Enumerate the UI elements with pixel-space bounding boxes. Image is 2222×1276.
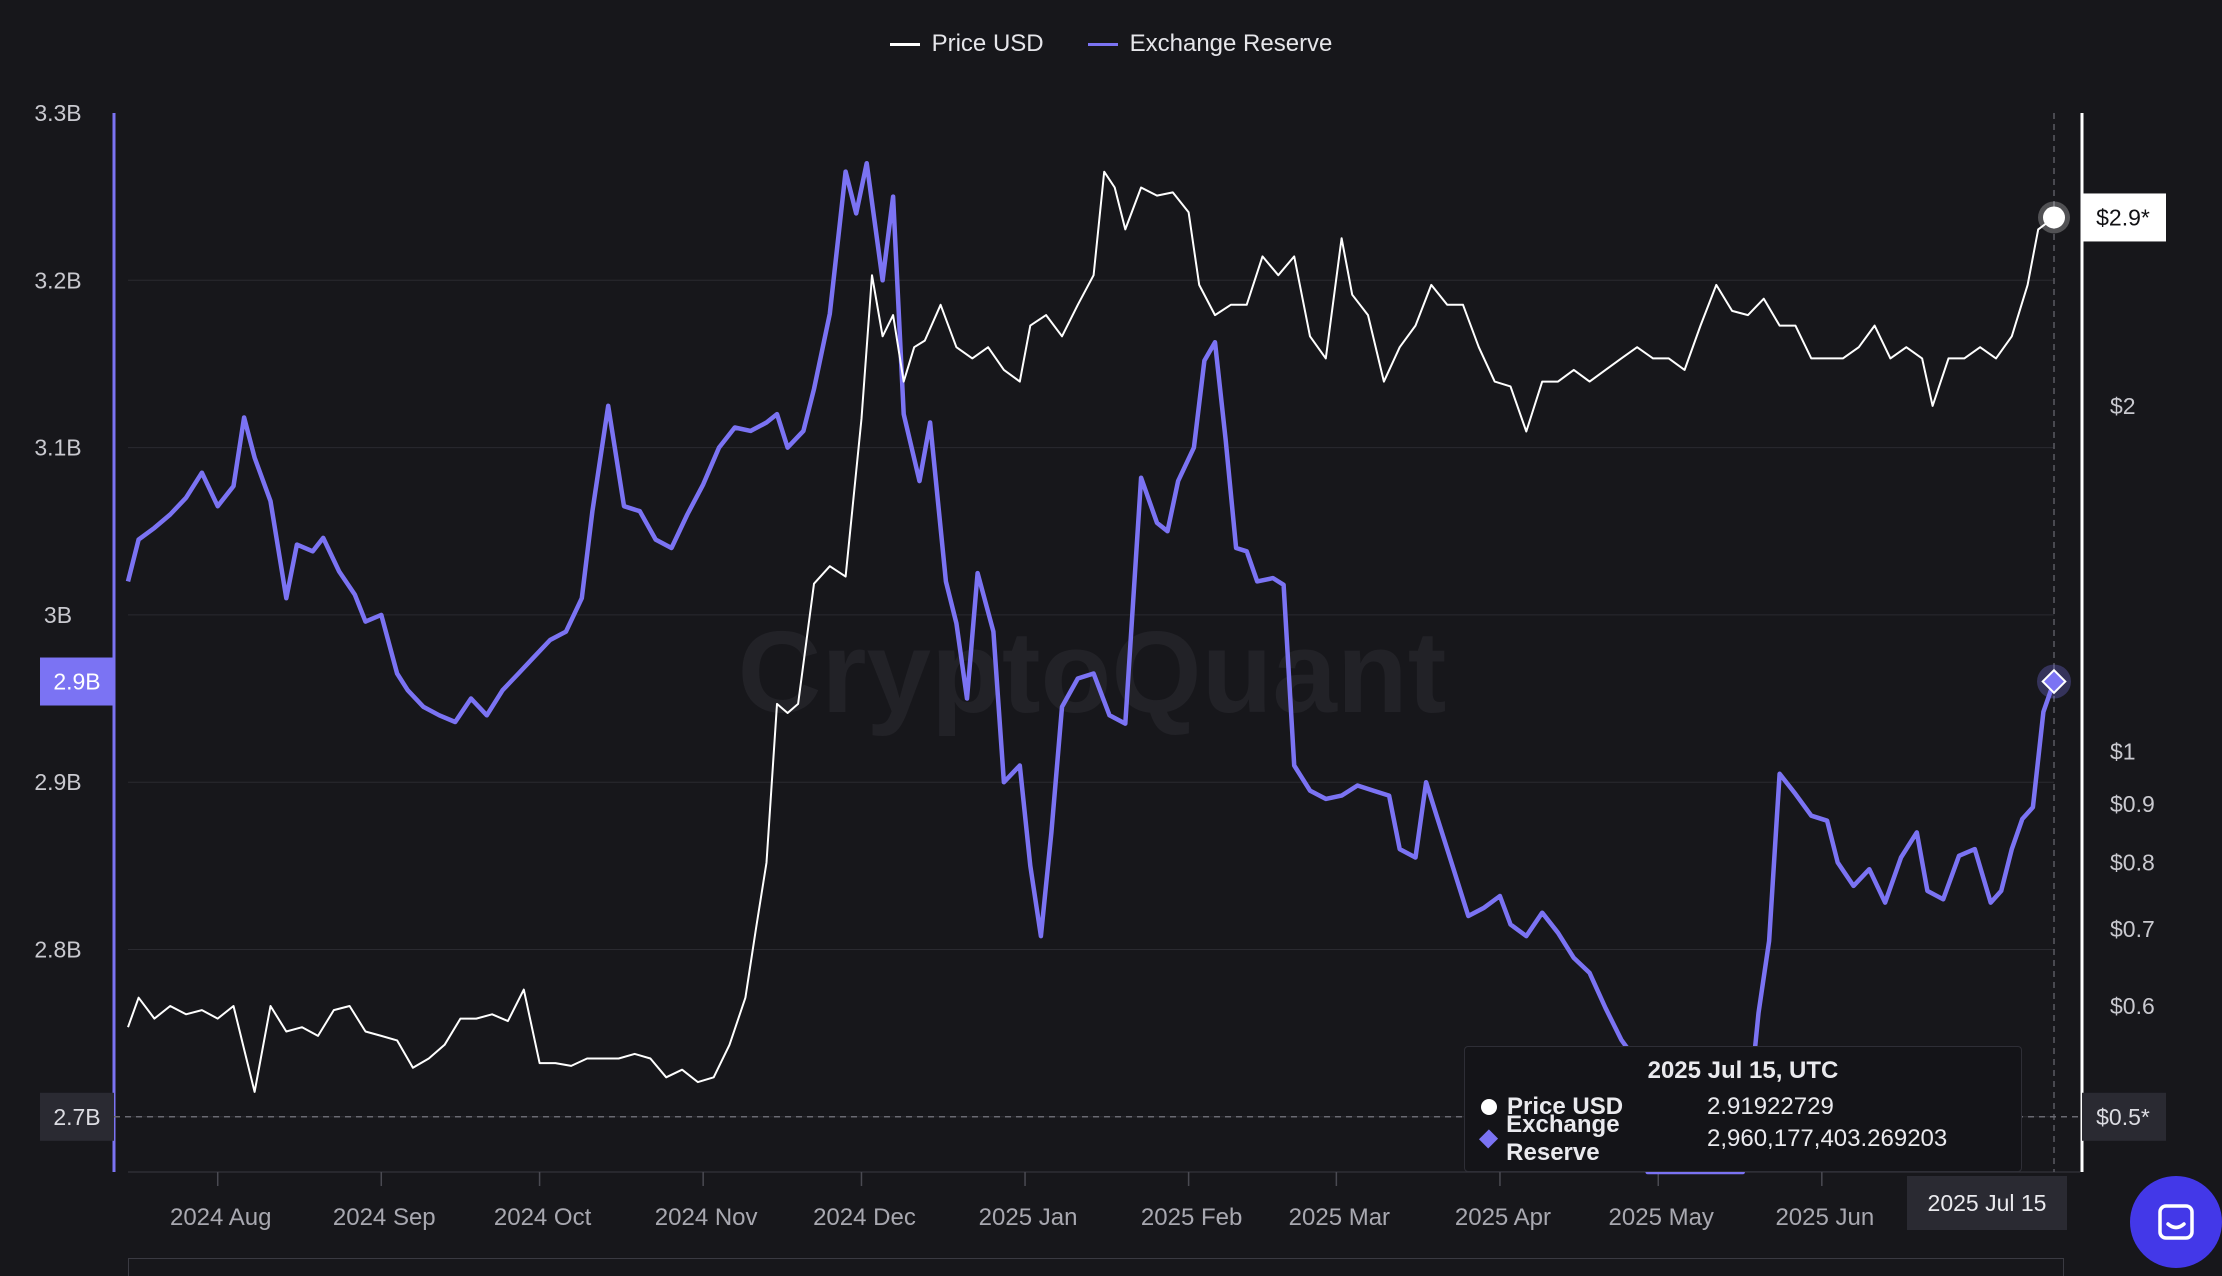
axis-badges: 2.9B 2.7B $2.9* $0.5*	[40, 193, 2166, 1141]
tooltip-row-reserve: Exchange Reserve 2,960,177,403.269203	[1478, 1111, 2005, 1166]
exchange-reserve-line[interactable]	[125, 160, 2057, 1175]
x-tick-label: 2025 Feb	[1141, 1204, 1242, 1231]
x-tick-label: 2025 May	[1609, 1204, 1714, 1231]
crosshair-date-badge: 2025 Jul 15	[1907, 1176, 2067, 1230]
x-tick-label: 2024 Dec	[813, 1204, 916, 1231]
left-axis-ticks: 3.3B 3.2B 3.1B 3B 2.9B 2.8B	[34, 100, 81, 962]
left-crosshair-badge-label: 2.7B	[53, 1104, 100, 1130]
right-current-badge-label: $2.9*	[2096, 204, 2150, 230]
legend-reserve-label: Exchange Reserve	[1129, 30, 1333, 57]
tooltip-row-price: Price USD 2.91922729	[1481, 1091, 2005, 1123]
diamond-icon	[1478, 1129, 1499, 1149]
left-tick-label: 3.3B	[34, 100, 81, 126]
price-marker	[2043, 206, 2065, 229]
legend-price-label: Price USD	[931, 30, 1044, 57]
chart-legend: Price USD Exchange Reserve	[0, 30, 2222, 58]
x-tick-label: 2024 Nov	[655, 1204, 758, 1231]
left-tick-label: 2.8B	[34, 936, 81, 962]
legend-item-reserve[interactable]: Exchange Reserve	[1087, 30, 1333, 58]
tooltip-reserve-name: Exchange Reserve	[1506, 1111, 1620, 1166]
reserve-swatch	[1087, 42, 1118, 46]
x-tick-label: 2025 Jun	[1775, 1204, 1874, 1231]
right-tick-label: $0.9	[2110, 791, 2155, 817]
x-axis-ticks: 2024 Aug 2024 Sep 2024 Oct 2024 Nov 2024 Dec…	[170, 1172, 1874, 1231]
chat-icon	[2158, 1204, 2194, 1240]
tooltip-price-name-wrap: Price USD	[1481, 1093, 1707, 1121]
x-tick-label: 2025 Mar	[1289, 1204, 1390, 1231]
tooltip-title: 2025 Jul 15, UTC	[1647, 1057, 1839, 1084]
reserve-marker	[2041, 668, 2067, 695]
x-tick-label: 2024 Sep	[333, 1204, 436, 1231]
x-tick-label: 2024 Oct	[494, 1204, 592, 1231]
left-tick-label: 3.2B	[34, 267, 81, 293]
legend-item-price[interactable]: Price USD	[889, 30, 1044, 58]
x-tick-label: 2024 Aug	[170, 1204, 271, 1231]
right-tick-label: $1	[2110, 738, 2136, 764]
price-usd-line[interactable]	[127, 170, 2055, 1093]
left-crosshair-badge	[40, 1092, 114, 1141]
price-swatch	[889, 42, 920, 46]
right-current-badge	[2082, 193, 2166, 242]
left-current-badge-label: 2.9B	[53, 669, 100, 695]
tooltip-reserve-value: 2,960,177,403.269203	[1707, 1125, 1948, 1152]
right-tick-label: $2	[2110, 393, 2136, 419]
circle-icon	[1481, 1099, 1497, 1115]
tooltip-reserve-name-wrap: Exchange Reserve	[1478, 1111, 1707, 1167]
right-crosshair-badge	[2082, 1092, 2166, 1141]
tooltip-price-name: Price USD	[1507, 1093, 1624, 1120]
tooltip-price-value: 2.91922729	[1707, 1093, 1834, 1120]
right-crosshair-badge-label: $0.5*	[2096, 1104, 2150, 1130]
right-tick-label: $0.8	[2110, 850, 2155, 876]
chat-button[interactable]	[2130, 1176, 2222, 1268]
x-tick-label: 2025 Apr	[1455, 1204, 1551, 1231]
right-tick-label: $0.7	[2110, 916, 2155, 942]
range-scrollbar[interactable]	[128, 1258, 2064, 1276]
current-value-markers	[2037, 201, 2071, 699]
right-tick-label: $0.6	[2110, 993, 2155, 1019]
left-tick-label: 2.9B	[34, 769, 81, 795]
left-tick-label: 3.1B	[34, 435, 81, 461]
left-current-badge	[40, 657, 114, 706]
x-tick-label: 2025 Jan	[979, 1204, 1078, 1231]
left-tick-label: 3B	[44, 602, 72, 628]
tooltip: 2025 Jul 15, UTC Price USD 2.91922729 Ex…	[1464, 1046, 2022, 1172]
right-axis-ticks: $2 $1 $0.9 $0.8 $0.7 $0.6	[2110, 393, 2155, 1019]
